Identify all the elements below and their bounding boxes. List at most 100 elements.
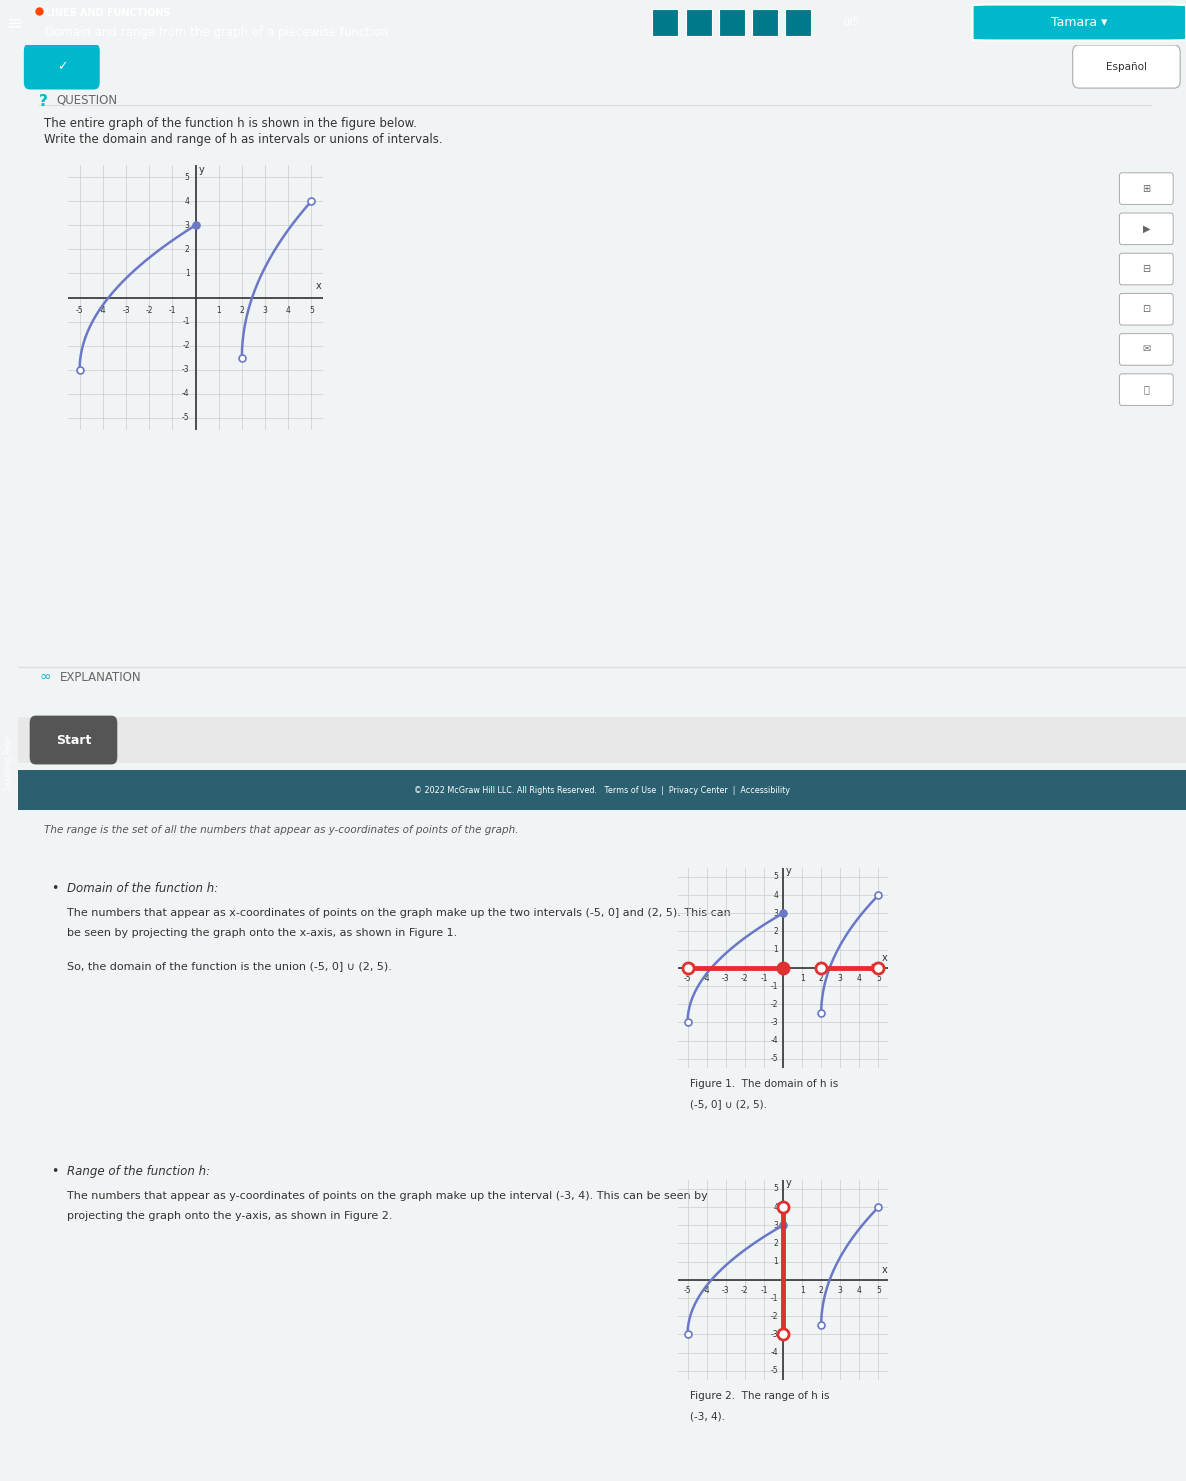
Text: 3: 3 [837,974,843,983]
Text: Start: Start [57,733,91,746]
Text: -4: -4 [183,390,190,398]
Text: -3: -3 [722,974,729,983]
Text: 🖨: 🖨 [1143,385,1149,394]
Text: 5: 5 [310,307,314,315]
Bar [18,717,1186,763]
Text: LINES AND FUNCTIONS: LINES AND FUNCTIONS [45,7,171,18]
Text: y: y [786,866,791,877]
Text: -1: -1 [771,1293,778,1302]
Text: 4: 4 [286,307,291,315]
Text: -5: -5 [76,307,83,315]
Text: 5: 5 [773,872,778,881]
Text: 1: 1 [216,307,221,315]
Text: 5: 5 [185,173,190,182]
Text: -4: -4 [703,1286,710,1296]
FancyBboxPatch shape [1120,333,1173,366]
Text: 2: 2 [818,974,823,983]
Text: x: x [315,281,321,292]
Text: -5: -5 [684,974,691,983]
Text: -5: -5 [771,1054,778,1063]
Text: 1: 1 [799,1286,804,1296]
Text: ?: ? [39,93,47,108]
Text: Tamara ▾: Tamara ▾ [1051,16,1108,30]
Text: -2: -2 [771,1312,778,1321]
Text: 5: 5 [773,1185,778,1194]
Text: be seen by projecting the graph onto the x-axis, as shown in Figure 1.: be seen by projecting the graph onto the… [68,929,458,937]
Text: -2: -2 [146,307,153,315]
Text: ≡: ≡ [7,13,24,33]
Text: -4: -4 [98,307,107,315]
FancyBboxPatch shape [1120,173,1173,204]
Text: Español: Español [1105,62,1147,71]
Text: The range is the set of all the numbers that appear as y-coordinates of points o: The range is the set of all the numbers … [44,825,518,835]
Text: So, the domain of the function is the union (-5, 0] ∪ (2, 5).: So, the domain of the function is the un… [68,961,391,972]
Text: •: • [51,883,58,895]
Text: -3: -3 [183,366,190,375]
FancyBboxPatch shape [785,9,811,36]
Text: ✓: ✓ [57,61,68,73]
Text: The entire graph of the function h is shown in the figure below.: The entire graph of the function h is sh… [44,117,416,130]
Text: 2: 2 [240,307,244,315]
Bar [18,770,1186,810]
Text: -2: -2 [771,1000,778,1009]
FancyBboxPatch shape [686,9,712,36]
Text: -2: -2 [741,974,748,983]
Text: QUESTION: QUESTION [57,93,117,107]
Text: 4: 4 [773,1203,778,1211]
Text: -5: -5 [771,1367,778,1376]
Text: The numbers that appear as y-coordinates of points on the graph make up the inte: The numbers that appear as y-coordinates… [68,1191,708,1201]
FancyBboxPatch shape [1120,253,1173,284]
Text: 5: 5 [876,974,881,983]
Text: ∞: ∞ [39,669,51,684]
Text: ⊟: ⊟ [1142,264,1150,274]
Text: ⊞: ⊞ [1142,184,1150,194]
Text: Figure 2.  The range of h is: Figure 2. The range of h is [689,1391,829,1401]
Text: ⊡: ⊡ [1142,304,1150,314]
Text: 4: 4 [185,197,190,206]
Text: 3: 3 [185,221,190,230]
Text: 0/5: 0/5 [842,18,860,28]
Text: 3: 3 [773,1220,778,1229]
FancyBboxPatch shape [1120,213,1173,244]
Text: Write the domain and range of h as intervals or unions of intervals.: Write the domain and range of h as inter… [44,133,442,145]
FancyBboxPatch shape [652,9,678,36]
Text: -1: -1 [760,974,767,983]
Text: y: y [786,1179,791,1188]
Text: The numbers that appear as x-coordinates of points on the graph make up the two : The numbers that appear as x-coordinates… [68,908,731,918]
Text: -4: -4 [771,1348,778,1357]
Text: -2: -2 [741,1286,748,1296]
Text: 1: 1 [799,974,804,983]
Text: Domain of the function h:: Domain of the function h: [68,883,218,895]
Text: 1: 1 [773,1257,778,1266]
Text: (-3, 4).: (-3, 4). [689,1411,725,1422]
FancyBboxPatch shape [719,9,745,36]
Text: 2: 2 [185,244,190,253]
Text: 1: 1 [185,270,190,278]
Text: x: x [881,954,887,963]
Text: 3: 3 [837,1286,843,1296]
Text: -3: -3 [771,1330,778,1339]
Text: •: • [51,1166,58,1179]
Text: y: y [199,164,205,175]
Text: 2: 2 [773,927,778,936]
Text: ▶: ▶ [1142,224,1150,234]
FancyBboxPatch shape [24,43,100,89]
Text: x: x [881,1265,887,1275]
Text: © 2022 McGraw Hill LLC. All Rights Reserved.   Terms of Use  |  Privacy Center  : © 2022 McGraw Hill LLC. All Rights Reser… [414,786,790,795]
Text: projecting the graph onto the y-axis, as shown in Figure 2.: projecting the graph onto the y-axis, as… [68,1211,393,1222]
Text: -1: -1 [771,982,778,991]
FancyBboxPatch shape [752,9,778,36]
Text: -3: -3 [722,1286,729,1296]
Text: 3: 3 [262,307,268,315]
Text: 4: 4 [773,890,778,899]
Text: -3: -3 [122,307,129,315]
Text: -1: -1 [168,307,176,315]
Text: 4: 4 [857,974,862,983]
Text: -2: -2 [183,341,190,350]
Text: ✉: ✉ [1142,345,1150,354]
Text: -4: -4 [771,1037,778,1046]
Text: -4: -4 [703,974,710,983]
Text: -5: -5 [684,1286,691,1296]
Text: EXPLANATION: EXPLANATION [60,671,141,684]
Text: -3: -3 [771,1017,778,1026]
